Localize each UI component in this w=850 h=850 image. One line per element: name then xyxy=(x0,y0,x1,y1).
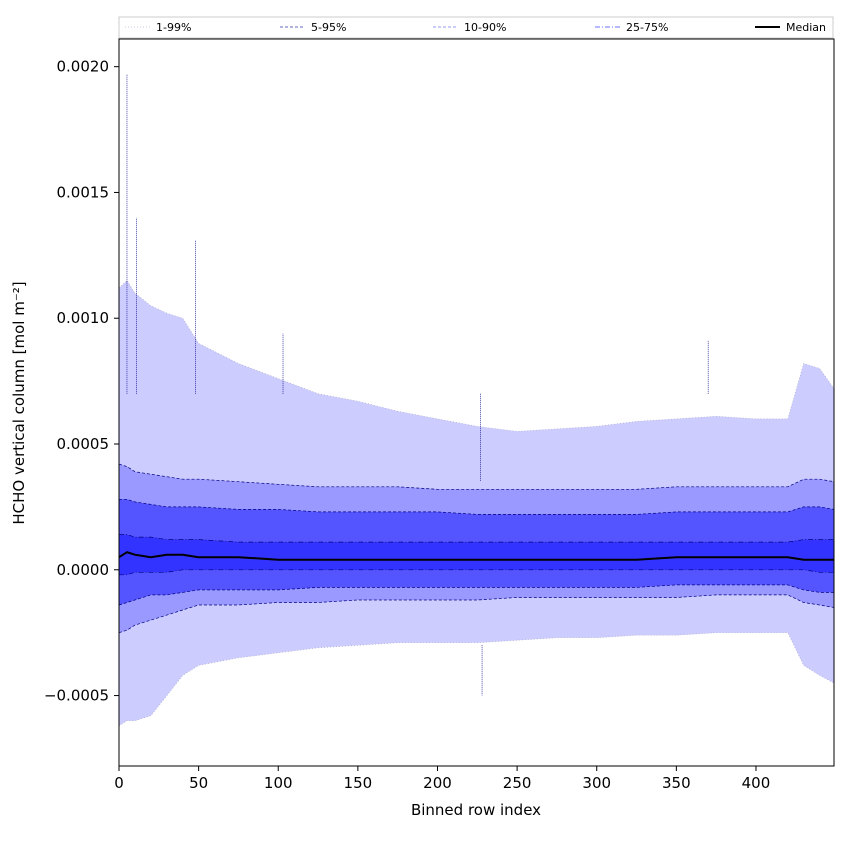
y-tick-label: 0.0020 xyxy=(57,58,110,76)
x-axis-label: Binned row index xyxy=(411,801,541,819)
y-tick-label: −0.0005 xyxy=(44,687,109,705)
band-25-75% xyxy=(119,534,834,575)
y-axis: −0.0005 0.0000 0.0005 0.0010 0.0015 0.0020 xyxy=(44,58,119,705)
y-tick-label: 0.0015 xyxy=(57,183,110,201)
legend-label-Median: Median xyxy=(786,21,826,34)
x-tick-label: 250 xyxy=(503,774,532,792)
y-axis-label: HCHO vertical column [mol m⁻²] xyxy=(10,281,28,524)
x-tick-label: 0 xyxy=(114,774,124,792)
band-1-99%-upper-line xyxy=(118,279,835,432)
band-1-99%-lower-line xyxy=(118,632,835,727)
band-25-75%-lower-line xyxy=(119,569,834,576)
x-tick-label: 350 xyxy=(662,774,691,792)
band-5-95%-lower-line xyxy=(118,594,835,634)
legend: 1-99% 5-95% 10-90% 25-75% Median xyxy=(118,16,834,39)
y-tick-label: 0.0000 xyxy=(57,561,110,579)
band-10-90%-lower-line xyxy=(118,584,834,606)
band-5-95%-upper-line xyxy=(118,463,835,490)
y-tick-label: 0.0005 xyxy=(57,435,110,453)
x-tick-label: 400 xyxy=(742,774,771,792)
band-25-75%-upper-line xyxy=(119,534,834,543)
plot-area xyxy=(118,74,835,727)
x-tick-label: 100 xyxy=(264,774,293,792)
legend-label-1-99%: 1-99% xyxy=(156,21,191,34)
x-tick-label: 200 xyxy=(423,774,452,792)
x-tick-label: 150 xyxy=(344,774,373,792)
x-axis: 0 50 100 150 200 250 300 350 400 xyxy=(114,766,770,792)
median-line xyxy=(118,551,834,561)
x-tick-label: 50 xyxy=(189,774,208,792)
legend-label-25-75%: 25-75% xyxy=(626,21,668,34)
y-tick-label: 0.0010 xyxy=(57,309,110,327)
legend-label-10-90%: 10-90% xyxy=(464,21,506,34)
legend-frame xyxy=(118,16,834,39)
legend-label-5-95%: 5-95% xyxy=(311,21,346,34)
plot-frame xyxy=(118,38,835,767)
x-tick-label: 300 xyxy=(582,774,611,792)
